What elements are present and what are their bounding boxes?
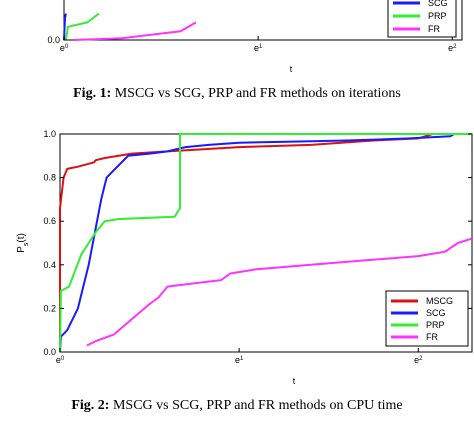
x-tick-label: e2 xyxy=(448,43,457,53)
legend-label-fr: FR xyxy=(428,24,440,34)
y-tick-label: 0.0 xyxy=(43,347,56,357)
y-tick-label: 0.0 xyxy=(47,35,60,45)
series-line-prp xyxy=(59,133,472,353)
x-axis-label: t xyxy=(290,64,293,74)
x-axis-label: t xyxy=(293,376,296,386)
series-line-fr xyxy=(86,237,473,347)
series-line-fr xyxy=(73,21,197,41)
chart-2-marks: 0.0 0.2 0.4 0.6 0.8 1.0 e0 e1 e2 t Ps(t) MSCG SCG PRP… xyxy=(16,129,473,386)
figure-1-caption: Fig. 1: MSCG vs SCG, PRP and FR methods … xyxy=(0,86,474,102)
legend-box xyxy=(387,0,457,38)
plot-frame xyxy=(63,0,463,41)
x-tick-label: e2 xyxy=(414,355,423,365)
y-tick-label: 0.4 xyxy=(43,260,56,270)
figure-1-caption-prefix: Fig. 1: xyxy=(73,86,112,101)
legend-label-prp: PRP xyxy=(428,11,447,21)
x-tick-label: e1 xyxy=(254,43,263,53)
legend-label-fr: FR xyxy=(426,332,438,342)
figure-1-caption-text: MSCG vs SCG, PRP and FR methods on itera… xyxy=(111,86,401,101)
legend-label-prp: PRP xyxy=(426,320,445,330)
x-tick-label: e0 xyxy=(56,355,65,365)
legend-label-scg: SCG xyxy=(426,308,446,318)
figure-2-caption-prefix: Fig. 2: xyxy=(71,398,110,413)
figure-2-caption: Fig. 2: MSCG vs SCG, PRP and FR methods … xyxy=(0,398,474,414)
y-tick-label: 0.2 xyxy=(43,303,56,313)
figure-2-caption-text: MSCG vs SCG, PRP and FR methods on CPU t… xyxy=(109,398,403,413)
legend: SCG PRP FR xyxy=(387,0,457,38)
y-tick-label: 0.8 xyxy=(43,173,56,183)
legend-label-mscg: MSCG xyxy=(426,296,453,306)
chart-1-marks: 0.0e0 e1 e2 t SCG PRP FR xyxy=(47,0,463,74)
legend: MSCG SCG PRP FR xyxy=(385,290,469,347)
chart-1: 0.0e0 e1 e2 t SCG PRP FR xyxy=(47,0,463,74)
x-tick-label: e0 xyxy=(60,43,69,53)
legend-label-scg: SCG xyxy=(428,0,448,8)
x-tick-label: e1 xyxy=(235,355,244,365)
series-line-prp xyxy=(64,12,100,41)
y-axis-label: Ps(t) xyxy=(16,233,30,253)
series-line-scg xyxy=(59,133,472,353)
chart-2: 0.0 0.2 0.4 0.6 0.8 1.0 e0 e1 e2 t Ps(t) MSCG SCG PRP… xyxy=(16,129,473,386)
y-tick-label: 0.6 xyxy=(43,216,56,226)
y-tick-label: 1.0 xyxy=(43,129,56,139)
series-line-scg xyxy=(63,13,67,41)
